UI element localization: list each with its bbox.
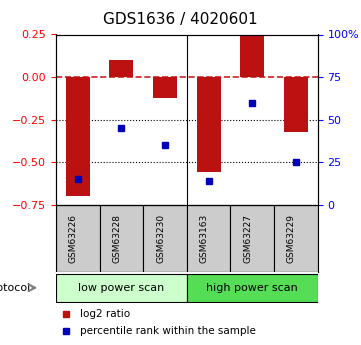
Bar (187, 205, 230, 272)
Bar (230, 205, 274, 272)
Bar (66, 77, 90, 196)
Bar (153, 77, 177, 98)
Text: protocol: protocol (0, 283, 31, 293)
Bar (197, 77, 221, 172)
Bar (187, 274, 318, 302)
Text: GSM63229: GSM63229 (287, 214, 296, 263)
Text: GSM63163: GSM63163 (200, 214, 209, 263)
Text: GDS1636 / 4020601: GDS1636 / 4020601 (103, 12, 258, 27)
Bar (274, 205, 318, 272)
Bar (240, 36, 264, 77)
Text: GSM63230: GSM63230 (156, 214, 165, 263)
Bar (100, 205, 143, 272)
Bar (56, 205, 100, 272)
Text: GSM63228: GSM63228 (112, 214, 121, 263)
Text: GSM63227: GSM63227 (243, 214, 252, 263)
Bar (109, 60, 133, 77)
Text: low power scan: low power scan (78, 283, 165, 293)
Bar (143, 205, 187, 272)
Text: log2 ratio: log2 ratio (79, 309, 130, 319)
Bar (56, 274, 187, 302)
Text: high power scan: high power scan (206, 283, 298, 293)
Text: percentile rank within the sample: percentile rank within the sample (79, 326, 255, 336)
Bar (284, 77, 308, 131)
Text: GSM63226: GSM63226 (69, 214, 78, 263)
